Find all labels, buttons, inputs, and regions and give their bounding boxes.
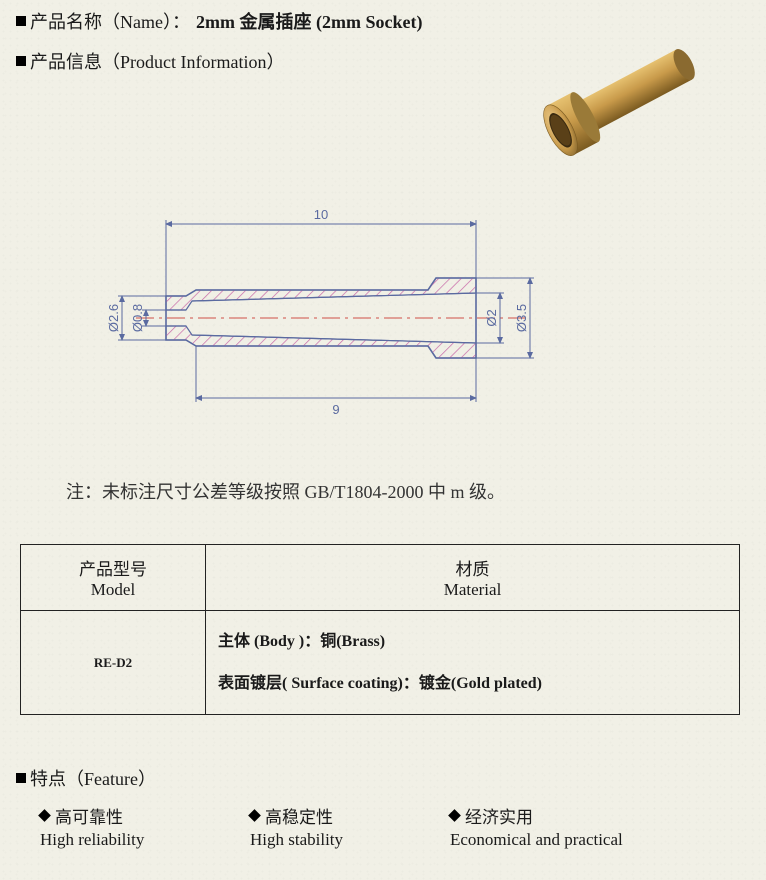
material-body: 主体 (Body )：铜(Brass) bbox=[218, 621, 727, 663]
name-value: 2mm 金属插座 (2mm Socket) bbox=[196, 8, 422, 34]
table-header-row: 产品型号 Model 材质 Material bbox=[21, 545, 740, 611]
features-heading-line: 特点（Feature） bbox=[16, 765, 750, 791]
feature-item: 高稳定性 High stability bbox=[250, 803, 450, 850]
col-material-header-cn: 材质 bbox=[218, 555, 727, 580]
col-material-header: 材质 Material bbox=[206, 545, 740, 611]
product-name-line: 产品名称（Name）： 2mm 金属插座 (2mm Socket) bbox=[16, 8, 530, 34]
svg-text:Ø2: Ø2 bbox=[484, 309, 499, 326]
feature-en: High reliability bbox=[40, 830, 250, 850]
svg-text:Ø2.6: Ø2.6 bbox=[106, 304, 121, 332]
feature-en: Economical and practical bbox=[450, 830, 623, 850]
product-3d-render bbox=[530, 0, 750, 178]
svg-text:10: 10 bbox=[314, 207, 328, 222]
features-section: 特点（Feature） 高可靠性 High reliability 高稳定性 H… bbox=[16, 765, 750, 850]
tolerance-note: 注：未标注尺寸公差等级按照 GB/T1804-2000 中 m 级。 bbox=[66, 478, 750, 504]
feature-cn: 高可靠性 bbox=[55, 803, 123, 828]
diamond-bullet-icon bbox=[448, 809, 461, 822]
diamond-bullet-icon bbox=[248, 809, 261, 822]
svg-text:9: 9 bbox=[332, 402, 339, 417]
col-model-header: 产品型号 Model bbox=[21, 545, 206, 611]
top-row: 产品名称（Name）： 2mm 金属插座 (2mm Socket) 产品信息（P… bbox=[16, 8, 750, 178]
material-coating: 表面镀层( Surface coating)：镀金(Gold plated) bbox=[218, 663, 727, 705]
features-heading: 特点（Feature） bbox=[30, 765, 156, 791]
square-bullet-icon bbox=[16, 16, 26, 26]
feature-cn: 高稳定性 bbox=[265, 803, 333, 828]
col-model-header-en: Model bbox=[33, 580, 193, 600]
top-left: 产品名称（Name）： 2mm 金属插座 (2mm Socket) 产品信息（P… bbox=[16, 8, 530, 88]
square-bullet-icon bbox=[16, 773, 26, 783]
feature-item: 经济实用 Economical and practical bbox=[450, 803, 623, 850]
product-info-line: 产品信息（Product Information） bbox=[16, 48, 530, 74]
col-model-header-cn: 产品型号 bbox=[33, 555, 193, 580]
name-label: 产品名称（Name）： bbox=[30, 8, 190, 34]
feature-item: 高可靠性 High reliability bbox=[40, 803, 250, 850]
square-bullet-icon bbox=[16, 56, 26, 66]
material-cell: 主体 (Body )：铜(Brass) 表面镀层( Surface coatin… bbox=[206, 611, 740, 715]
diamond-bullet-icon bbox=[38, 809, 51, 822]
model-cell: RE-D2 bbox=[21, 611, 206, 715]
table-row: RE-D2 主体 (Body )：铜(Brass) 表面镀层( Surface … bbox=[21, 611, 740, 715]
features-row: 高可靠性 High reliability 高稳定性 High stabilit… bbox=[16, 803, 750, 850]
svg-text:Ø0.8: Ø0.8 bbox=[130, 304, 145, 332]
engineering-drawing: 10 9 Ø2.6 Ø0.8 Ø2 Ø3.5 bbox=[76, 188, 750, 448]
info-label: 产品信息（Product Information） bbox=[30, 48, 284, 74]
spec-table: 产品型号 Model 材质 Material RE-D2 主体 (Body )：… bbox=[20, 544, 740, 715]
feature-en: High stability bbox=[250, 830, 450, 850]
svg-text:Ø3.5: Ø3.5 bbox=[514, 304, 529, 332]
feature-cn: 经济实用 bbox=[465, 803, 533, 828]
col-material-header-en: Material bbox=[218, 580, 727, 600]
